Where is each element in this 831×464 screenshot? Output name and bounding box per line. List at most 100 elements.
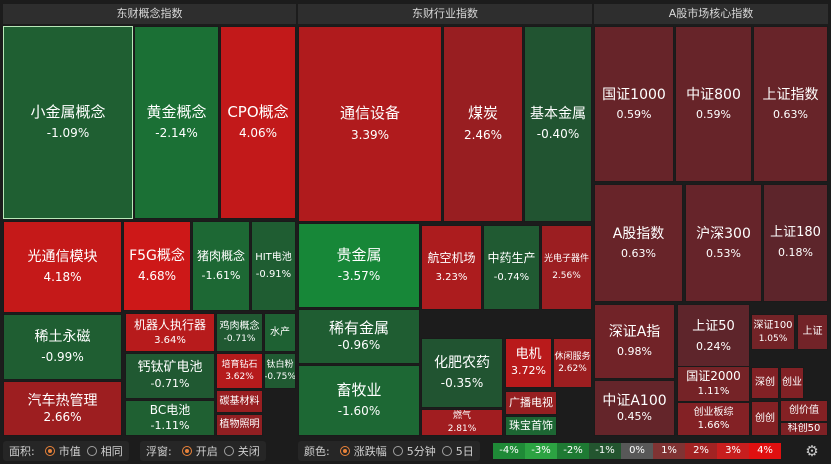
tile-name: 休闲服务	[554, 351, 591, 362]
treemap-tile[interactable]: 国证1000 0.59%	[594, 26, 674, 182]
tile-name: 中证800	[686, 86, 741, 103]
tile-change: -0.99%	[41, 350, 84, 365]
treemap-tile[interactable]: 深证A指 0.98%	[594, 304, 675, 379]
color-option-5day[interactable]: 5日	[441, 443, 474, 459]
treemap-tile[interactable]: BC电池 -1.11%	[125, 400, 215, 436]
treemap-tile[interactable]: 碳基材料	[216, 390, 263, 413]
treemap-tile[interactable]: 创业	[780, 367, 804, 399]
tile-change: -2.14%	[155, 126, 198, 141]
area-label: 面积:	[9, 445, 35, 458]
tile-name: 钛白粉	[266, 359, 294, 370]
area-option-market-cap[interactable]: 市值	[44, 443, 81, 459]
treemap-tile[interactable]: 黄金概念 -2.14%	[134, 26, 219, 219]
treemap-tile[interactable]: 深证100 1.05%	[751, 314, 795, 350]
treemap-tile[interactable]: 小金属概念 -1.09%	[3, 26, 133, 219]
tile-change: 4.18%	[43, 270, 82, 285]
tile-name: CPO概念	[227, 102, 289, 121]
treemap-tile[interactable]: 电机 3.72%	[505, 338, 552, 388]
tile-change: 2.62%	[558, 364, 587, 374]
treemap-tile[interactable]: 猪肉概念 -1.61%	[192, 221, 250, 311]
tile-change: 2.56%	[552, 270, 581, 281]
treemap-tile[interactable]: A股指数 0.63%	[594, 184, 683, 302]
gear-icon[interactable]: ⚙	[805, 442, 819, 460]
radio-icon	[441, 446, 452, 456]
color-option-5min[interactable]: 5分钟	[392, 443, 436, 459]
color-option-change[interactable]: 涨跌幅	[339, 443, 387, 459]
float-option-on[interactable]: 开启	[181, 443, 218, 459]
tile-name: 通信设备	[339, 104, 400, 123]
treemap-tile[interactable]: 贵金属 -3.57%	[298, 223, 420, 308]
treemap-tile[interactable]: 化肥农药 -0.35%	[421, 338, 503, 408]
treemap-tile[interactable]: 航空机场 3.23%	[421, 225, 482, 310]
tile-change: 2.66%	[43, 409, 82, 424]
treemap-tile[interactable]: 珠宝首饰	[505, 416, 557, 436]
tile-name: 上证50	[692, 319, 735, 335]
color-mode-control: 颜色: 涨跌幅 5分钟 5日	[298, 441, 480, 461]
treemap-tile[interactable]: 深创	[751, 367, 779, 399]
treemap-tile[interactable]: 广播电视	[505, 391, 557, 415]
radio-icon	[223, 446, 234, 456]
treemap-tile[interactable]: 沪深300 0.53%	[685, 184, 762, 302]
treemap-tile[interactable]: 稀土永磁 -0.99%	[3, 314, 122, 380]
tile-name: 黄金概念	[146, 102, 207, 121]
float-option-off[interactable]: 关闭	[223, 443, 260, 459]
treemap-tile[interactable]: 煤炭 2.46%	[443, 26, 523, 222]
treemap-tile[interactable]: 植物照明	[216, 414, 263, 436]
treemap-tile[interactable]: 稀有金属 -0.96%	[298, 309, 420, 364]
treemap-tile[interactable]: 水产	[264, 313, 296, 352]
tile-change: -0.71%	[223, 334, 256, 345]
tile-change: 0.18%	[778, 246, 813, 260]
treemap-tile[interactable]: F5G概念 4.68%	[123, 221, 191, 311]
tile-name: 植物照明	[219, 419, 260, 431]
treemap-tile[interactable]: HIT电池 -0.91%	[251, 221, 296, 311]
treemap-tile[interactable]: 上证50 0.24%	[677, 304, 750, 370]
tile-change: -0.35%	[440, 376, 484, 391]
treemap-tile[interactable]: 上证指数 0.63%	[753, 26, 828, 182]
treemap-tile[interactable]: 光通信模块 4.18%	[3, 221, 122, 313]
treemap-tile[interactable]: 创业板综 1.66%	[677, 402, 750, 436]
treemap-tile[interactable]: 鸡肉概念 -0.71%	[216, 313, 263, 352]
treemap-tile[interactable]: 创价值	[780, 400, 828, 422]
footer-toolbar: 面积: 市值 相同 浮窗: 开启 关闭 颜色: 涨跌幅 5分钟 5日 -4% -3…	[0, 438, 831, 464]
treemap-tile[interactable]: 国证2000 1.11%	[677, 366, 750, 402]
treemap-tile[interactable]: 培育钻石 3.62%	[216, 353, 263, 389]
treemap-tile[interactable]: 上证180 0.18%	[763, 184, 828, 302]
tile-change: 3.62%	[225, 372, 254, 382]
tile-name: 深证A指	[608, 324, 661, 341]
tile-change: 0.24%	[696, 340, 731, 354]
treemap-tile[interactable]: 汽车热管理 2.66%	[3, 381, 122, 436]
tile-name: 机器人执行器	[133, 317, 206, 332]
tile-name: 航空机场	[427, 250, 476, 265]
treemap-tile[interactable]: CPO概念 4.06%	[220, 26, 296, 219]
tile-name: 畜牧业	[336, 380, 382, 399]
tile-change: 0.59%	[696, 107, 731, 121]
treemap-tile[interactable]: 钛白粉 -0.75%	[264, 353, 296, 389]
treemap-tile[interactable]: 休闲服务 2.62%	[553, 338, 592, 388]
tile-name: 沪深300	[696, 225, 751, 242]
treemap-tile[interactable]: 中证A100 0.45%	[594, 380, 675, 436]
treemap-tile[interactable]: 中药生产 -0.74%	[483, 225, 540, 310]
treemap-tile[interactable]: 钙钛矿电池 -0.71%	[125, 353, 215, 399]
tile-name: 科创50	[787, 423, 821, 435]
area-option-same[interactable]: 相同	[86, 443, 123, 459]
treemap-tile[interactable]: 上证	[797, 314, 828, 350]
treemap-tile[interactable]: 燃气 2.81%	[421, 409, 503, 436]
treemap-tile[interactable]: 创创	[751, 401, 779, 436]
treemap-tile[interactable]: 机器人执行器 3.64%	[125, 313, 215, 352]
tile-name: 中证A100	[602, 392, 667, 409]
tile-change: -0.91%	[255, 269, 292, 280]
treemap-tile[interactable]: 畜牧业 -1.60%	[298, 365, 420, 436]
color-scale-step: 1%	[653, 443, 685, 459]
treemap-tile[interactable]: 中证800 0.59%	[675, 26, 752, 182]
treemap-tile[interactable]: 科创50	[780, 422, 828, 436]
tile-name: BC电池	[149, 402, 191, 417]
tile-name: 创业	[782, 377, 802, 389]
treemap-tile[interactable]: 基本金属 -0.40%	[524, 26, 592, 222]
tile-change: 4.68%	[137, 269, 177, 284]
tile-change: 0.53%	[706, 246, 741, 260]
treemap-tile[interactable]: 光电子器件 2.56%	[541, 225, 592, 310]
tile-name: 电机	[515, 347, 542, 363]
treemap-tile[interactable]: 通信设备 3.39%	[298, 26, 442, 222]
tile-name: 光通信模块	[27, 249, 98, 266]
tile-change: -1.11%	[150, 418, 190, 432]
